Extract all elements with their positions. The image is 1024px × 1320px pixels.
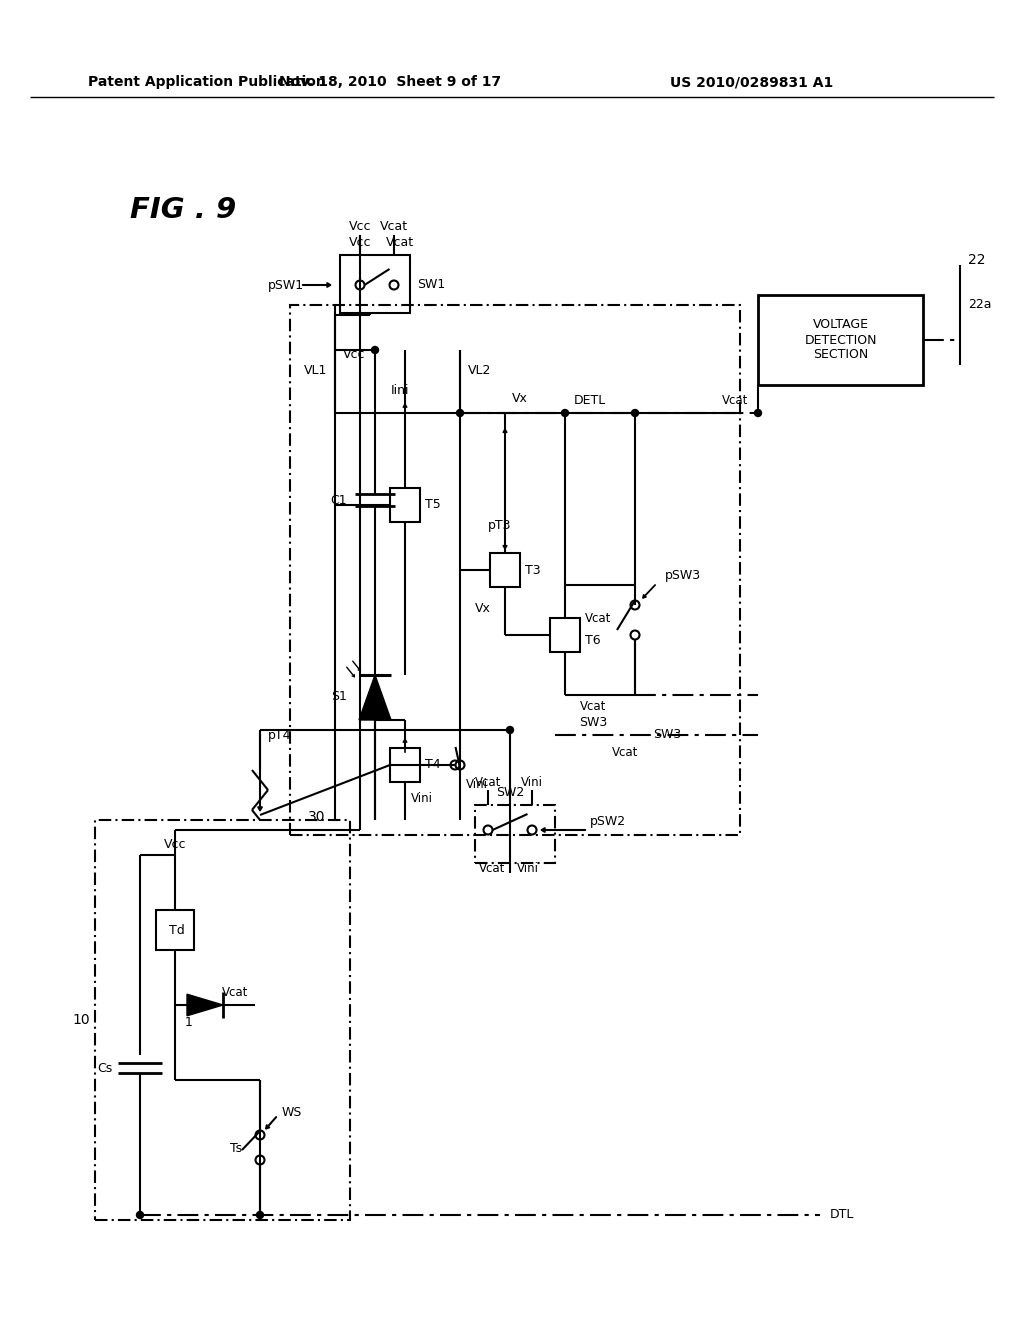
Bar <box>390 748 420 781</box>
Circle shape <box>507 726 513 734</box>
Bar <box>95 820 350 1220</box>
Text: US 2010/0289831 A1: US 2010/0289831 A1 <box>670 75 834 88</box>
Bar <box>156 909 194 950</box>
Text: Vcat: Vcat <box>580 701 606 714</box>
Text: T4: T4 <box>425 759 440 771</box>
Text: DTL: DTL <box>830 1209 854 1221</box>
Text: SW2: SW2 <box>496 785 524 799</box>
Text: T5: T5 <box>425 499 440 511</box>
Circle shape <box>561 409 568 417</box>
Polygon shape <box>187 994 223 1016</box>
Bar <box>490 553 520 587</box>
Text: Vcat: Vcat <box>722 393 749 407</box>
Text: Vcat: Vcat <box>475 776 501 788</box>
Text: pT4: pT4 <box>268 729 292 742</box>
Bar <box>290 305 740 836</box>
Text: S1: S1 <box>331 690 347 704</box>
Text: SW3: SW3 <box>579 715 607 729</box>
Text: pSW1: pSW1 <box>268 279 304 292</box>
Text: 22: 22 <box>968 253 985 267</box>
Text: VL1: VL1 <box>304 363 327 376</box>
Circle shape <box>136 1212 143 1218</box>
Text: Vcat: Vcat <box>479 862 505 874</box>
Circle shape <box>256 1212 263 1218</box>
Text: SW3: SW3 <box>653 729 681 742</box>
Text: DETL: DETL <box>573 393 606 407</box>
Text: SW1: SW1 <box>417 279 445 292</box>
Bar <box>340 255 410 313</box>
Text: 30: 30 <box>308 810 326 824</box>
Text: Vcat: Vcat <box>611 747 638 759</box>
Text: Nov. 18, 2010  Sheet 9 of 17: Nov. 18, 2010 Sheet 9 of 17 <box>279 75 501 88</box>
Text: 22a: 22a <box>968 298 991 312</box>
Text: WS: WS <box>282 1106 302 1118</box>
Text: Vcc: Vcc <box>349 235 372 248</box>
Text: VOLTAGE
DETECTION
SECTION: VOLTAGE DETECTION SECTION <box>804 318 877 362</box>
Bar <box>550 618 580 652</box>
Text: T6: T6 <box>585 634 601 647</box>
Text: Vx: Vx <box>475 602 490 615</box>
Text: Td: Td <box>169 924 185 936</box>
Text: FIG . 9: FIG . 9 <box>130 195 237 224</box>
Text: Vcat: Vcat <box>222 986 248 998</box>
Text: Iini: Iini <box>391 384 410 396</box>
Text: Vini: Vini <box>411 792 433 805</box>
Text: Vcat: Vcat <box>585 612 611 626</box>
Text: Ts: Ts <box>229 1142 242 1155</box>
Text: Cs: Cs <box>96 1061 112 1074</box>
Text: Vini: Vini <box>517 862 539 874</box>
Text: Vcc: Vcc <box>164 838 186 851</box>
Text: pSW3: pSW3 <box>665 569 701 582</box>
Text: VL2: VL2 <box>468 363 492 376</box>
Polygon shape <box>359 675 391 719</box>
Text: Vini: Vini <box>466 779 488 792</box>
Text: C1: C1 <box>331 494 347 507</box>
Text: Vcc: Vcc <box>343 348 366 362</box>
Text: T3: T3 <box>525 564 541 577</box>
Text: Vini: Vini <box>521 776 543 788</box>
Circle shape <box>457 409 464 417</box>
Text: Vcc: Vcc <box>349 220 372 234</box>
Text: 10: 10 <box>73 1012 90 1027</box>
Bar <box>390 488 420 521</box>
Text: Vx: Vx <box>512 392 528 405</box>
Text: 1: 1 <box>185 1016 193 1030</box>
Bar <box>758 294 923 385</box>
Circle shape <box>755 409 762 417</box>
Circle shape <box>372 346 379 354</box>
Circle shape <box>632 409 639 417</box>
Bar <box>475 805 555 863</box>
Text: Vcat: Vcat <box>386 235 414 248</box>
Text: pSW2: pSW2 <box>590 816 626 829</box>
Text: Patent Application Publication: Patent Application Publication <box>88 75 326 88</box>
Text: Vcat: Vcat <box>380 220 408 234</box>
Text: pT3: pT3 <box>488 519 512 532</box>
